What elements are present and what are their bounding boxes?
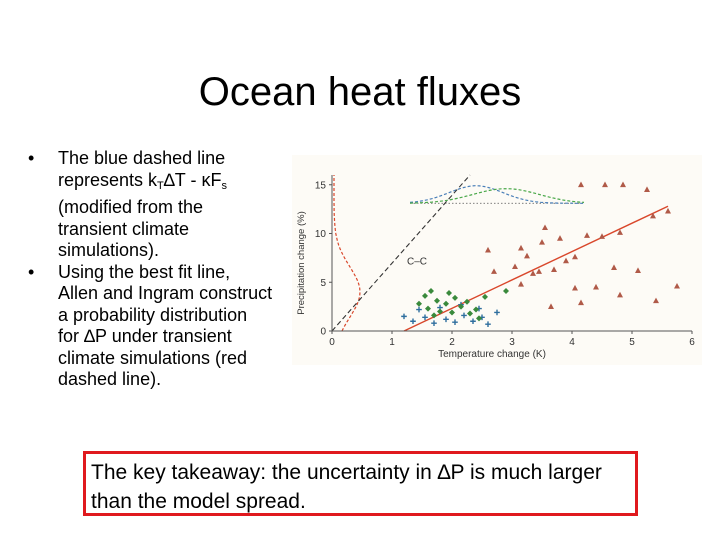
diamond-point (431, 312, 437, 319)
precipitation-scatter-chart: C–C 0 1 2 3 4 5 6 0 5 10 15 Temperature change (K) P… (292, 155, 702, 365)
blue-dashed-distribution (409, 185, 584, 204)
triangle-point (542, 224, 548, 231)
triangle-point (551, 266, 557, 272)
y-tick-label: 15 (315, 180, 327, 191)
triangle-point (674, 282, 680, 289)
triangle-point (602, 181, 608, 188)
bullet1-mid: ∆T - κF (163, 169, 222, 190)
triangle-point (563, 257, 569, 264)
diamond-point (437, 308, 443, 315)
bullet-mark: • (28, 261, 35, 282)
diamond-point (464, 298, 470, 305)
bullet-mark: • (28, 148, 35, 168)
diamond-point (482, 293, 488, 300)
triangle-point (491, 268, 497, 274)
cc-annotation: C–C (407, 257, 427, 268)
bullet1-sub-t: T (157, 179, 164, 192)
diamond-point (422, 292, 428, 299)
triangle-point (539, 239, 545, 245)
diamond-point (428, 288, 434, 295)
x-tick-label: 0 (329, 337, 335, 348)
diamond-point (452, 294, 458, 301)
triangle-point (593, 283, 599, 290)
y-tick-label: 10 (315, 229, 327, 240)
triangle-point (572, 284, 578, 291)
cross-point (401, 313, 407, 320)
takeaway-box: The key takeaway: the uncertainty in ∆P … (83, 451, 638, 516)
cross-point (470, 318, 476, 325)
bullet1-prefix: The blue dashed line represents k (58, 148, 226, 190)
diamond-point (425, 305, 431, 312)
cross-point (416, 306, 422, 313)
x-tick-label: 6 (689, 337, 695, 348)
bullet1-suffix: (modified from the transient climate sim… (58, 197, 204, 260)
y-axis-label: Precipitation change (%) (296, 211, 307, 315)
y-tick-label: 5 (320, 278, 326, 289)
triangle-point (584, 232, 590, 238)
chart-background (292, 155, 702, 365)
cross-point (431, 320, 437, 326)
triangle-point (617, 291, 623, 298)
triangle-point (536, 268, 542, 274)
triangle-point (548, 303, 554, 310)
triangle-point (611, 264, 617, 271)
cross-point (452, 319, 458, 326)
triangle-point (578, 181, 584, 188)
triangle-point (665, 207, 671, 214)
triangle-point (518, 244, 524, 251)
diamond-point (476, 315, 482, 322)
triangle-point (530, 270, 536, 276)
chart-points (401, 181, 680, 327)
triangle-point (617, 229, 623, 235)
diamond-point (449, 309, 455, 316)
cross-point (461, 312, 467, 319)
triangle-point (518, 281, 524, 287)
triangle-point (512, 263, 518, 270)
x-tick-label: 4 (569, 337, 575, 348)
diamond-point (503, 288, 509, 295)
bullet1-sub-s: s (221, 179, 227, 192)
triangle-point (620, 181, 626, 188)
x-axis-label: Temperature change (K) (438, 349, 546, 360)
triangle-point (599, 233, 605, 239)
triangle-point (485, 246, 491, 253)
triangle-point (572, 253, 578, 260)
diamond-point (446, 289, 452, 296)
cross-point (443, 316, 449, 323)
best-fit-line (403, 205, 669, 332)
clausius-clapeyron-line (331, 174, 471, 332)
y-tick-label: 0 (320, 327, 326, 338)
bullet-item-1: • The blue dashed line represents kT∆T -… (28, 148, 273, 262)
x-tick-label: 1 (389, 337, 395, 348)
chart-svg: C–C 0 1 2 3 4 5 6 0 5 10 15 Temperature change (K) P… (292, 155, 702, 365)
cross-point (422, 314, 428, 321)
triangle-point (653, 297, 659, 304)
diamond-point (467, 310, 473, 317)
diamond-point (473, 306, 479, 313)
triangle-point (524, 252, 530, 259)
bullet2-text: Using the best fit line, Allen and Ingra… (58, 261, 273, 390)
bullet-item-2: • Using the best fit line, Allen and Ing… (28, 262, 273, 391)
bullet-list: • The blue dashed line represents kT∆T -… (28, 148, 273, 391)
green-dashed-distribution (409, 188, 585, 204)
diamond-point (416, 300, 422, 307)
cross-point (494, 309, 500, 316)
chart-axes: 0 1 2 3 4 5 6 0 5 10 15 Temperature change (K) Preci… (296, 175, 695, 360)
x-tick-label: 5 (629, 337, 635, 348)
triangle-point (650, 212, 656, 219)
diamond-point (443, 300, 449, 307)
x-tick-label: 3 (509, 337, 515, 348)
triangle-point (557, 235, 563, 241)
triangle-point (635, 267, 641, 273)
diamond-point (434, 297, 440, 304)
triangle-point (578, 299, 584, 306)
x-tick-label: 2 (449, 337, 455, 348)
slide-title: Ocean heat fluxes (198, 70, 522, 114)
triangle-point (644, 186, 650, 193)
red-dashed-distribution (333, 175, 361, 332)
cross-point (410, 318, 416, 325)
cross-point (485, 321, 491, 327)
diamond-point (458, 303, 464, 310)
chart-lines: C–C (331, 174, 669, 332)
